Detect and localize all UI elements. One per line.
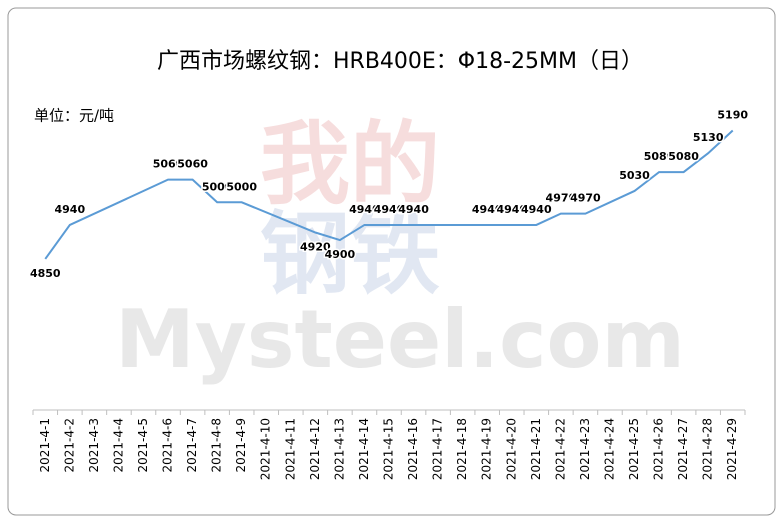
x-tick-label: 2021-4-23 [578,418,592,480]
data-label: 4940 [349,203,380,216]
x-tick-label: 2021-4-1 [38,418,52,472]
data-label: 5060 [177,158,208,171]
data-label: 4940 [496,203,527,216]
data-label: 4920 [300,241,331,254]
watermark: 我的 钢铁 Mysteel.com [115,112,685,386]
x-tick-label: 2021-4-25 [627,418,641,480]
data-label: 4940 [521,203,552,216]
x-tick-label: 2021-4-6 [161,418,175,472]
x-tick-label: 2021-4-14 [357,418,371,480]
data-label: 5000 [226,180,257,193]
x-tick-label: 2021-4-22 [553,418,567,480]
x-tick-label: 2021-4-8 [210,418,224,472]
x-tick-label: 2021-4-3 [87,418,101,472]
x-tick-label: 2021-4-20 [504,418,518,480]
data-label: 5030 [619,169,650,182]
data-label: 4940 [398,203,429,216]
x-tick-label: 2021-4-21 [529,418,543,480]
chart-frame [7,7,776,516]
x-tick-label: 2021-4-4 [111,418,125,472]
data-label: 5060 [153,158,184,171]
x-tick-label: 2021-4-9 [234,418,248,472]
x-tick-label: 2021-4-24 [602,418,616,480]
x-tick-label: 2021-4-28 [701,418,715,480]
x-tick-label: 2021-4-18 [455,418,469,480]
x-tick-label: 2021-4-12 [308,418,322,480]
data-label: 4970 [570,192,601,205]
line [44,129,734,260]
x-tick-label: 2021-4-27 [676,418,690,480]
data-label: 4970 [546,192,577,205]
x-tick-label: 2021-4-16 [406,418,420,480]
data-label: 5080 [644,150,675,163]
data-label: 4850 [30,267,61,280]
data-label: 5190 [717,109,748,122]
x-tick-label: 2021-4-5 [136,418,150,472]
data-label: 4940 [472,203,503,216]
data-label: 5130 [693,131,724,144]
x-tick-label: 2021-4-2 [62,418,76,472]
x-tick-label: 2021-4-11 [283,418,297,480]
data-label: 4900 [325,248,356,261]
x-tick-label: 2021-4-10 [259,418,273,480]
x-tick-label: 2021-4-19 [480,418,494,480]
watermark-text: 钢铁 [260,202,440,307]
watermark-text: 我的 [260,112,440,217]
x-tick-label: 2021-4-13 [332,418,346,480]
x-tick-label: 2021-4-17 [431,418,445,480]
data-label: 4940 [374,203,405,216]
watermark-text: Mysteel.com [115,293,685,386]
x-tick-label: 2021-4-26 [652,418,666,480]
x-tick-label: 2021-4-29 [725,418,739,480]
data-label: 5080 [668,150,699,163]
x-tick-label: 2021-4-7 [185,418,199,472]
data-label: 5000 [202,180,233,193]
data-label: 4940 [55,203,86,216]
unit-label: 单位：元/吨 [34,107,114,125]
x-tick-label: 2021-4-15 [382,418,396,480]
chart-title: 广西市场螺纹钢：HRB400E：Φ18-25MM（日） [157,49,643,74]
